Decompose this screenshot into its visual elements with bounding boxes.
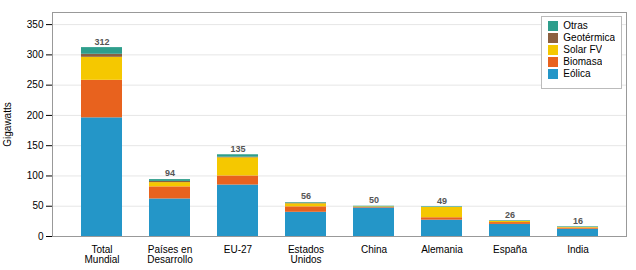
svg-text:TotalMundial: TotalMundial bbox=[84, 244, 119, 265]
html-text:Otras: Otras bbox=[563, 20, 588, 31]
svg-text:300: 300 bbox=[27, 49, 44, 60]
svg-text:EstadosUnidos: EstadosUnidos bbox=[288, 244, 324, 265]
svg-text:135: 135 bbox=[230, 144, 245, 154]
html-text:Eólica: Eólica bbox=[563, 68, 591, 79]
svg-text:0: 0 bbox=[38, 231, 44, 242]
svg-text:China: China bbox=[361, 244, 388, 255]
svg-text:16: 16 bbox=[573, 216, 583, 226]
svg-text:312: 312 bbox=[94, 36, 109, 46]
html-text:Biomasa: Biomasa bbox=[563, 56, 603, 67]
svg-text:150: 150 bbox=[27, 140, 44, 151]
svg-text:India: India bbox=[567, 244, 589, 255]
svg-text:26: 26 bbox=[505, 210, 515, 220]
svg-text:100: 100 bbox=[27, 170, 44, 181]
svg-text:94: 94 bbox=[165, 168, 175, 178]
html-text:Solar FV: Solar FV bbox=[563, 44, 603, 55]
svg-text:Países enDesarrollo: Países enDesarrollo bbox=[147, 244, 193, 265]
svg-text:Alemania: Alemania bbox=[421, 244, 463, 255]
svg-text:50: 50 bbox=[32, 200, 44, 211]
html-text:Geotérmica: Geotérmica bbox=[563, 32, 615, 43]
svg-text:56: 56 bbox=[301, 191, 311, 201]
svg-text:España: España bbox=[493, 244, 527, 255]
svg-text:Gigawatts: Gigawatts bbox=[2, 102, 13, 146]
svg-text:EU-27: EU-27 bbox=[224, 244, 253, 255]
svg-text:50: 50 bbox=[369, 195, 379, 205]
svg-text:49: 49 bbox=[437, 196, 447, 206]
svg-text:350: 350 bbox=[27, 19, 44, 30]
svg-text:200: 200 bbox=[27, 110, 44, 121]
svg-text:250: 250 bbox=[27, 79, 44, 90]
